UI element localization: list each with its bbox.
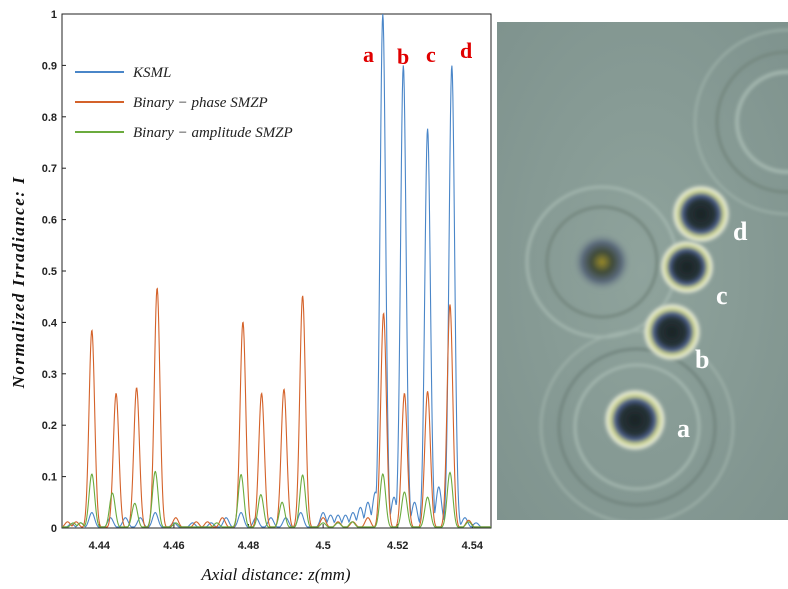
y-tick-label: 0.9 bbox=[42, 60, 57, 72]
x-tick-label: 4.46 bbox=[163, 540, 184, 552]
x-tick-label: 4.48 bbox=[238, 540, 259, 552]
y-tick-label: 0.1 bbox=[42, 472, 57, 484]
legend-label-ksml: KSML bbox=[132, 65, 171, 81]
microscope-image: a b c d bbox=[497, 22, 788, 520]
particle-c bbox=[659, 239, 715, 295]
y-tick-label: 0.7 bbox=[42, 163, 57, 175]
photo-label-b: b bbox=[695, 345, 709, 374]
legend-label-phase: Binary − phase SMZP bbox=[133, 95, 268, 111]
y-tick-label: 0.2 bbox=[42, 420, 57, 432]
x-tick-label: 4.54 bbox=[462, 540, 484, 552]
photo-label-c: c bbox=[716, 281, 728, 310]
photo-label-d: d bbox=[733, 217, 748, 246]
y-tick-label: 0.4 bbox=[42, 317, 58, 329]
peak-label-c: c bbox=[426, 42, 436, 67]
series-line-binary-amplitude bbox=[62, 470, 491, 528]
x-tick-label: 4.52 bbox=[387, 540, 408, 552]
photo-label-a: a bbox=[677, 414, 690, 443]
plot-area bbox=[61, 13, 492, 529]
particle-a bbox=[603, 388, 667, 452]
y-tick-label: 0.3 bbox=[42, 369, 57, 381]
x-tick-label: 4.44 bbox=[89, 540, 111, 552]
y-axis-ticks: 0 0.1 0.2 0.3 0.4 0.5 0.6 0.7 0.8 0.9 1 bbox=[42, 9, 66, 535]
legend: KSML Binary − phase SMZP Binary − amplit… bbox=[75, 65, 293, 141]
peak-label-b: b bbox=[397, 44, 409, 69]
series-lines bbox=[61, 13, 491, 528]
x-axis-label: Axial distance: z(mm) bbox=[200, 565, 351, 584]
y-tick-label: 0 bbox=[51, 523, 57, 535]
irradiance-chart: 0 0.1 0.2 0.3 0.4 0.5 0.6 0.7 0.8 0.9 1 4.44 4.46 4.… bbox=[9, 9, 492, 584]
peak-label-a: a bbox=[363, 42, 374, 67]
y-tick-label: 0.6 bbox=[42, 215, 57, 227]
peak-labels: a b c d bbox=[363, 38, 472, 69]
peak-label-d: d bbox=[460, 38, 472, 63]
left-particle bbox=[572, 232, 632, 292]
y-axis-label: Normalized Irradiance: I bbox=[9, 176, 28, 390]
x-tick-label: 4.5 bbox=[315, 540, 330, 552]
particle-b bbox=[642, 302, 702, 362]
particle-d bbox=[671, 184, 731, 244]
y-tick-label: 0.8 bbox=[42, 112, 57, 124]
y-tick-label: 0.5 bbox=[42, 266, 57, 278]
legend-label-amplitude: Binary − amplitude SMZP bbox=[133, 125, 293, 141]
series-line-ksml bbox=[62, 13, 491, 528]
y-tick-label: 1 bbox=[51, 9, 57, 21]
